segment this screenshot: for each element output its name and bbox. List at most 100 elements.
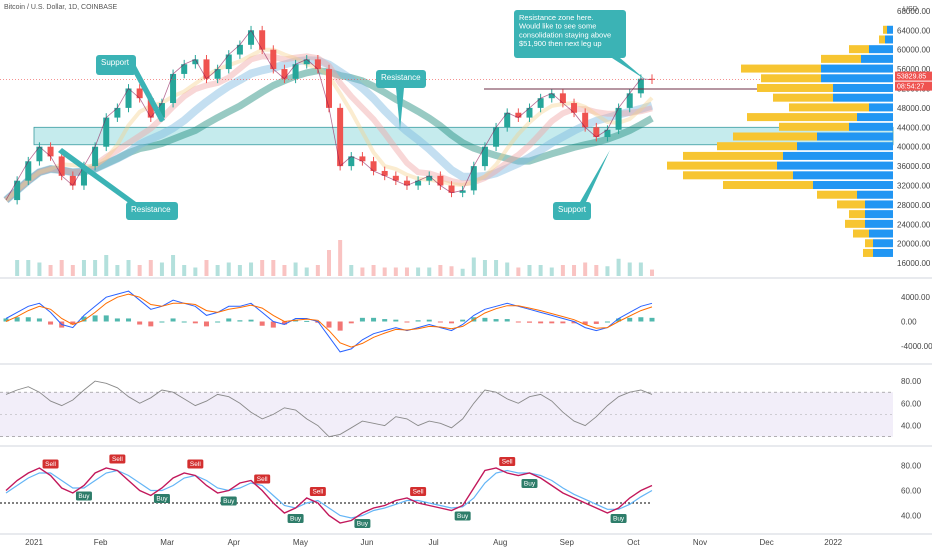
volume-bar <box>650 269 654 276</box>
annotations[interactable]: Support Resistance Resistance Support Resist… <box>58 10 646 220</box>
volume-bar <box>48 265 53 276</box>
sell-signal: Sell <box>410 487 427 496</box>
volume-bar <box>204 260 209 276</box>
annotation-box <box>514 10 626 58</box>
buy-signal-label: Buy <box>357 521 369 528</box>
candle-body <box>236 44 243 55</box>
volume-bar <box>449 266 454 276</box>
y-tick-label: 60.00 <box>901 487 922 496</box>
candle-body <box>348 156 355 167</box>
buy-signal: Buy <box>153 494 170 503</box>
volume-bar <box>115 265 120 276</box>
volume-profile-up <box>865 239 873 248</box>
x-tick-label: 2021 <box>25 538 43 547</box>
candle-body <box>36 146 43 162</box>
volume-bar <box>404 267 409 276</box>
volume-bar <box>349 265 354 276</box>
macd-histogram-bar <box>215 321 221 323</box>
volume-profile-down <box>797 142 893 151</box>
volume-profile-down <box>857 113 893 122</box>
macd-histogram-bar <box>482 317 488 322</box>
volume-bar <box>538 265 543 276</box>
annotation-resistance-1[interactable]: Resistance <box>376 70 426 130</box>
macd-histogram-bar <box>103 315 109 322</box>
ma-ribbon <box>3 56 654 204</box>
annotation-resistance-zone[interactable]: Resistance zone here.Would like to see s… <box>514 10 646 80</box>
pane-bg-osc <box>0 449 893 532</box>
annotation-resistance-2[interactable]: Resistance <box>58 148 178 220</box>
volume-bar <box>182 265 187 276</box>
buy-signal-label: Buy <box>613 516 625 523</box>
countdown-box <box>895 81 932 91</box>
macd-histogram-bar <box>393 319 399 322</box>
candle-body <box>626 93 633 108</box>
volume-profile-up <box>741 64 821 73</box>
volume-profile-up <box>879 35 885 44</box>
sell-signal: Sell <box>187 459 204 469</box>
volume-bar <box>237 265 242 276</box>
volume-profile-up <box>667 161 777 170</box>
volume-profile-up <box>683 151 783 160</box>
candle-body <box>504 112 511 128</box>
volume-profile-up <box>853 229 869 238</box>
y-tick-label: 56000.00 <box>897 65 931 74</box>
x-tick-label: Mar <box>160 538 174 547</box>
volume-profile-down <box>887 25 893 34</box>
volume-bar <box>638 262 643 276</box>
macd-histogram-bar <box>281 321 287 325</box>
annotation-tail <box>132 66 165 122</box>
candle-body <box>415 180 422 186</box>
panes <box>0 277 932 535</box>
macd-pane <box>3 290 655 353</box>
volume-bar <box>416 267 421 276</box>
candle-body <box>459 190 466 193</box>
osc-slow-line <box>5 469 653 519</box>
volume-profile-up <box>845 219 865 228</box>
volume-profile-down <box>821 64 893 73</box>
sell-signal-label: Sell <box>112 456 123 463</box>
macd-histogram-bar <box>148 321 154 327</box>
sell-signal: Sell <box>42 459 59 469</box>
candle-body <box>203 59 210 79</box>
annotation-text: Resistance <box>381 73 421 82</box>
volume-profile-up <box>733 132 817 141</box>
candle-body <box>314 59 321 70</box>
x-tick-label: Jun <box>361 538 374 547</box>
candle-body <box>515 112 522 118</box>
sell-signal-label: Sell <box>413 489 424 496</box>
buy-signal-box <box>287 514 304 523</box>
osc-fast-line <box>5 467 653 524</box>
volume-bar <box>527 265 532 276</box>
buy-signal: Buy <box>287 514 304 523</box>
volume-bar <box>471 257 476 276</box>
volume-bar <box>282 265 287 276</box>
annotation-tail <box>396 88 404 130</box>
candle-body <box>526 107 533 118</box>
annotation-tail <box>58 148 136 204</box>
candle-body <box>292 64 299 79</box>
candle-body <box>537 98 544 108</box>
sell-signal-label: Sell <box>502 459 513 466</box>
y-tick-label: 16000.00 <box>897 259 931 268</box>
candle-body <box>147 98 154 118</box>
volume-profile-up <box>863 248 873 257</box>
y-tick-label: 0.00 <box>901 318 917 327</box>
macd-histogram-bar <box>337 321 343 331</box>
volume-profile-up <box>761 74 821 83</box>
candle-body <box>14 180 21 201</box>
volume-bar <box>338 240 343 276</box>
candle-body <box>604 129 611 137</box>
candle-body <box>571 103 578 113</box>
sell-signal: Sell <box>109 454 126 464</box>
annotation-support-2[interactable]: Support <box>553 150 610 220</box>
volume-bar <box>594 265 599 276</box>
macd-histogram-bar <box>549 321 555 324</box>
y-tick-label: 24000.00 <box>897 220 931 229</box>
candle-body <box>170 73 177 104</box>
macd-histogram-bar <box>404 321 410 323</box>
macd-histogram-bar <box>426 319 432 322</box>
volume-bar <box>81 260 86 276</box>
volume-bar <box>70 265 75 276</box>
annotation-support-1[interactable]: Support <box>96 55 165 122</box>
